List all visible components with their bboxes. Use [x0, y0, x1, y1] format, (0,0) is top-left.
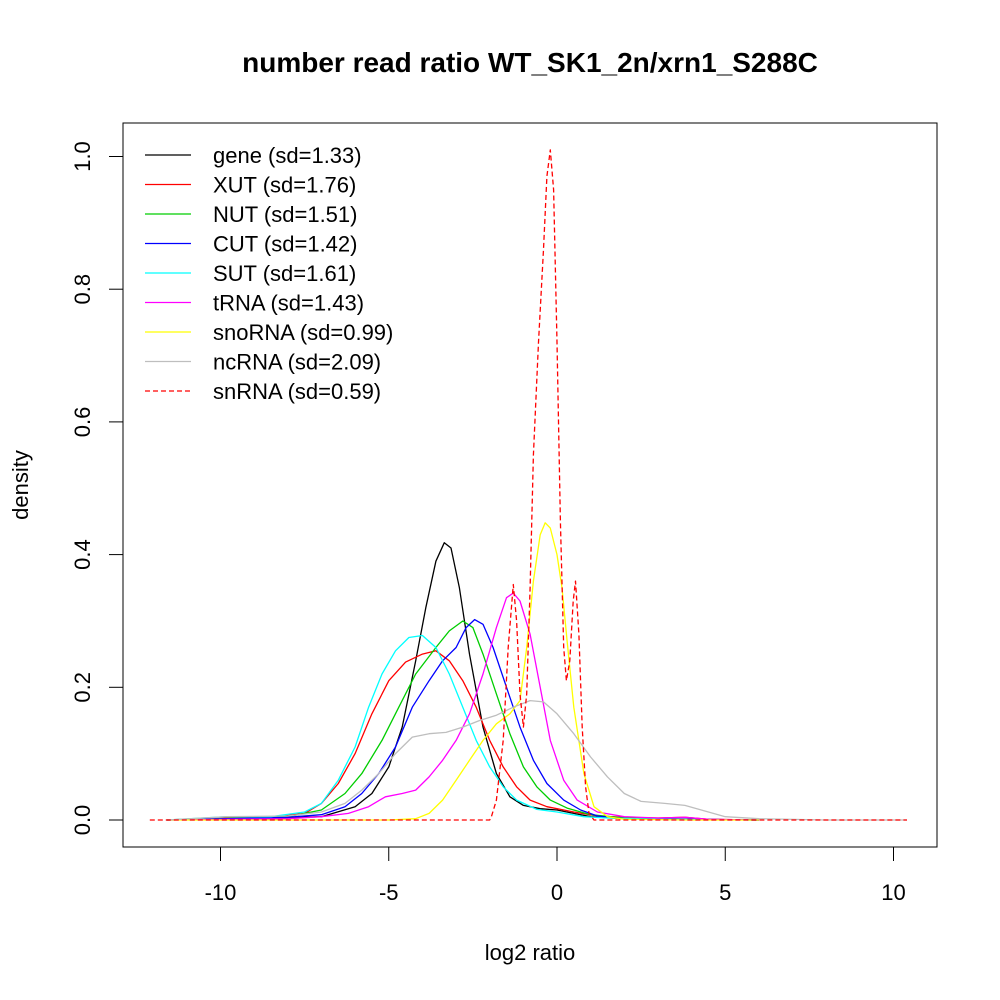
legend: gene (sd=1.33) XUT (sd=1.76) NUT (sd=1.51)…: [145, 143, 393, 404]
legend-label: gene (sd=1.33): [213, 143, 362, 168]
y-tick-label: 0.6: [70, 407, 95, 438]
legend-label: snRNA (sd=0.59): [213, 379, 381, 404]
x-tick-label: 10: [881, 880, 905, 905]
x-tick-label: -10: [205, 880, 237, 905]
series-line: [166, 592, 759, 821]
legend-label: snoRNA (sd=0.99): [213, 320, 393, 345]
series-layer: [149, 149, 907, 821]
series-line: [166, 634, 759, 821]
legend-label: XUT (sd=1.76): [213, 173, 356, 198]
x-tick-label: 0: [551, 880, 563, 905]
x-axis-label: log2 ratio: [485, 940, 576, 965]
series-line: [166, 618, 759, 821]
y-axis-label: density: [8, 450, 33, 520]
series-line: [166, 620, 759, 821]
legend-label: tRNA (sd=1.43): [213, 291, 364, 316]
y-tick-label: 0.8: [70, 274, 95, 305]
series-line: [166, 650, 759, 821]
series-line: [149, 149, 907, 821]
legend-label: CUT (sd=1.42): [213, 232, 357, 257]
y-tick-label: 0.2: [70, 672, 95, 703]
chart-title: number read ratio WT_SK1_2n/xrn1_S288C: [242, 47, 818, 78]
y-tick-label: 0.0: [70, 805, 95, 836]
x-axis: -10 -5 0 5 10: [205, 846, 906, 905]
x-tick-label: -5: [379, 880, 399, 905]
legend-label: NUT (sd=1.51): [213, 202, 357, 227]
series-line: [166, 542, 759, 821]
y-tick-label: 1.0: [70, 141, 95, 172]
y-axis: 0.0 0.2 0.4 0.6 0.8 1.0: [70, 141, 124, 836]
series-line: [166, 699, 907, 821]
y-tick-label: 0.4: [70, 539, 95, 570]
x-tick-label: 5: [719, 880, 731, 905]
legend-label: ncRNA (sd=2.09): [213, 350, 381, 375]
series-line: [166, 522, 759, 821]
legend-label: SUT (sd=1.61): [213, 261, 356, 286]
